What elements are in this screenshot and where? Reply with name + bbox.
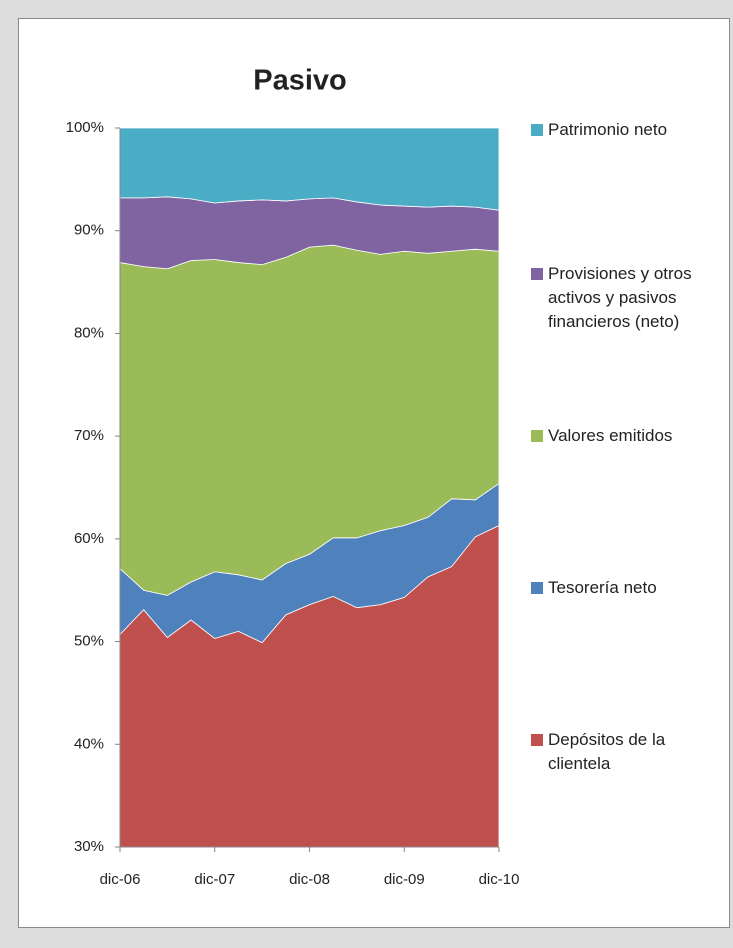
y-tick-label: 80%: [74, 324, 104, 341]
legend-swatch: [531, 734, 543, 746]
y-tick-label: 50%: [74, 633, 104, 650]
y-tick-label: 30%: [74, 838, 104, 855]
legend-label: Provisiones y otros activos y pasivos fi…: [548, 264, 692, 331]
x-tick-label: dic-06: [100, 871, 141, 888]
legend-label: Patrimonio neto: [548, 120, 668, 139]
legend-swatch: [531, 430, 543, 442]
y-tick-label: 70%: [74, 427, 104, 444]
y-tick-label: 40%: [74, 735, 104, 752]
legend-label: Valores emitidos: [548, 426, 673, 445]
area: [119, 127, 500, 211]
x-tick-label: dic-07: [194, 871, 235, 888]
chart-title: Pasivo: [253, 65, 347, 97]
y-tick-label: 100%: [66, 119, 104, 136]
x-tick-label: dic-09: [384, 871, 425, 888]
x-tick-label: dic-08: [289, 871, 330, 888]
x-tick-label: dic-10: [479, 871, 520, 888]
legend-swatch: [531, 268, 543, 280]
legend-label: Depósitos de la clientela: [548, 730, 666, 773]
legend-swatch: [531, 582, 543, 594]
y-tick-label: 60%: [74, 530, 104, 547]
legend-swatch: [531, 124, 543, 136]
legend-label: Tesorería neto: [548, 578, 657, 597]
areas: [119, 127, 500, 848]
y-tick-label: 90%: [74, 222, 104, 239]
